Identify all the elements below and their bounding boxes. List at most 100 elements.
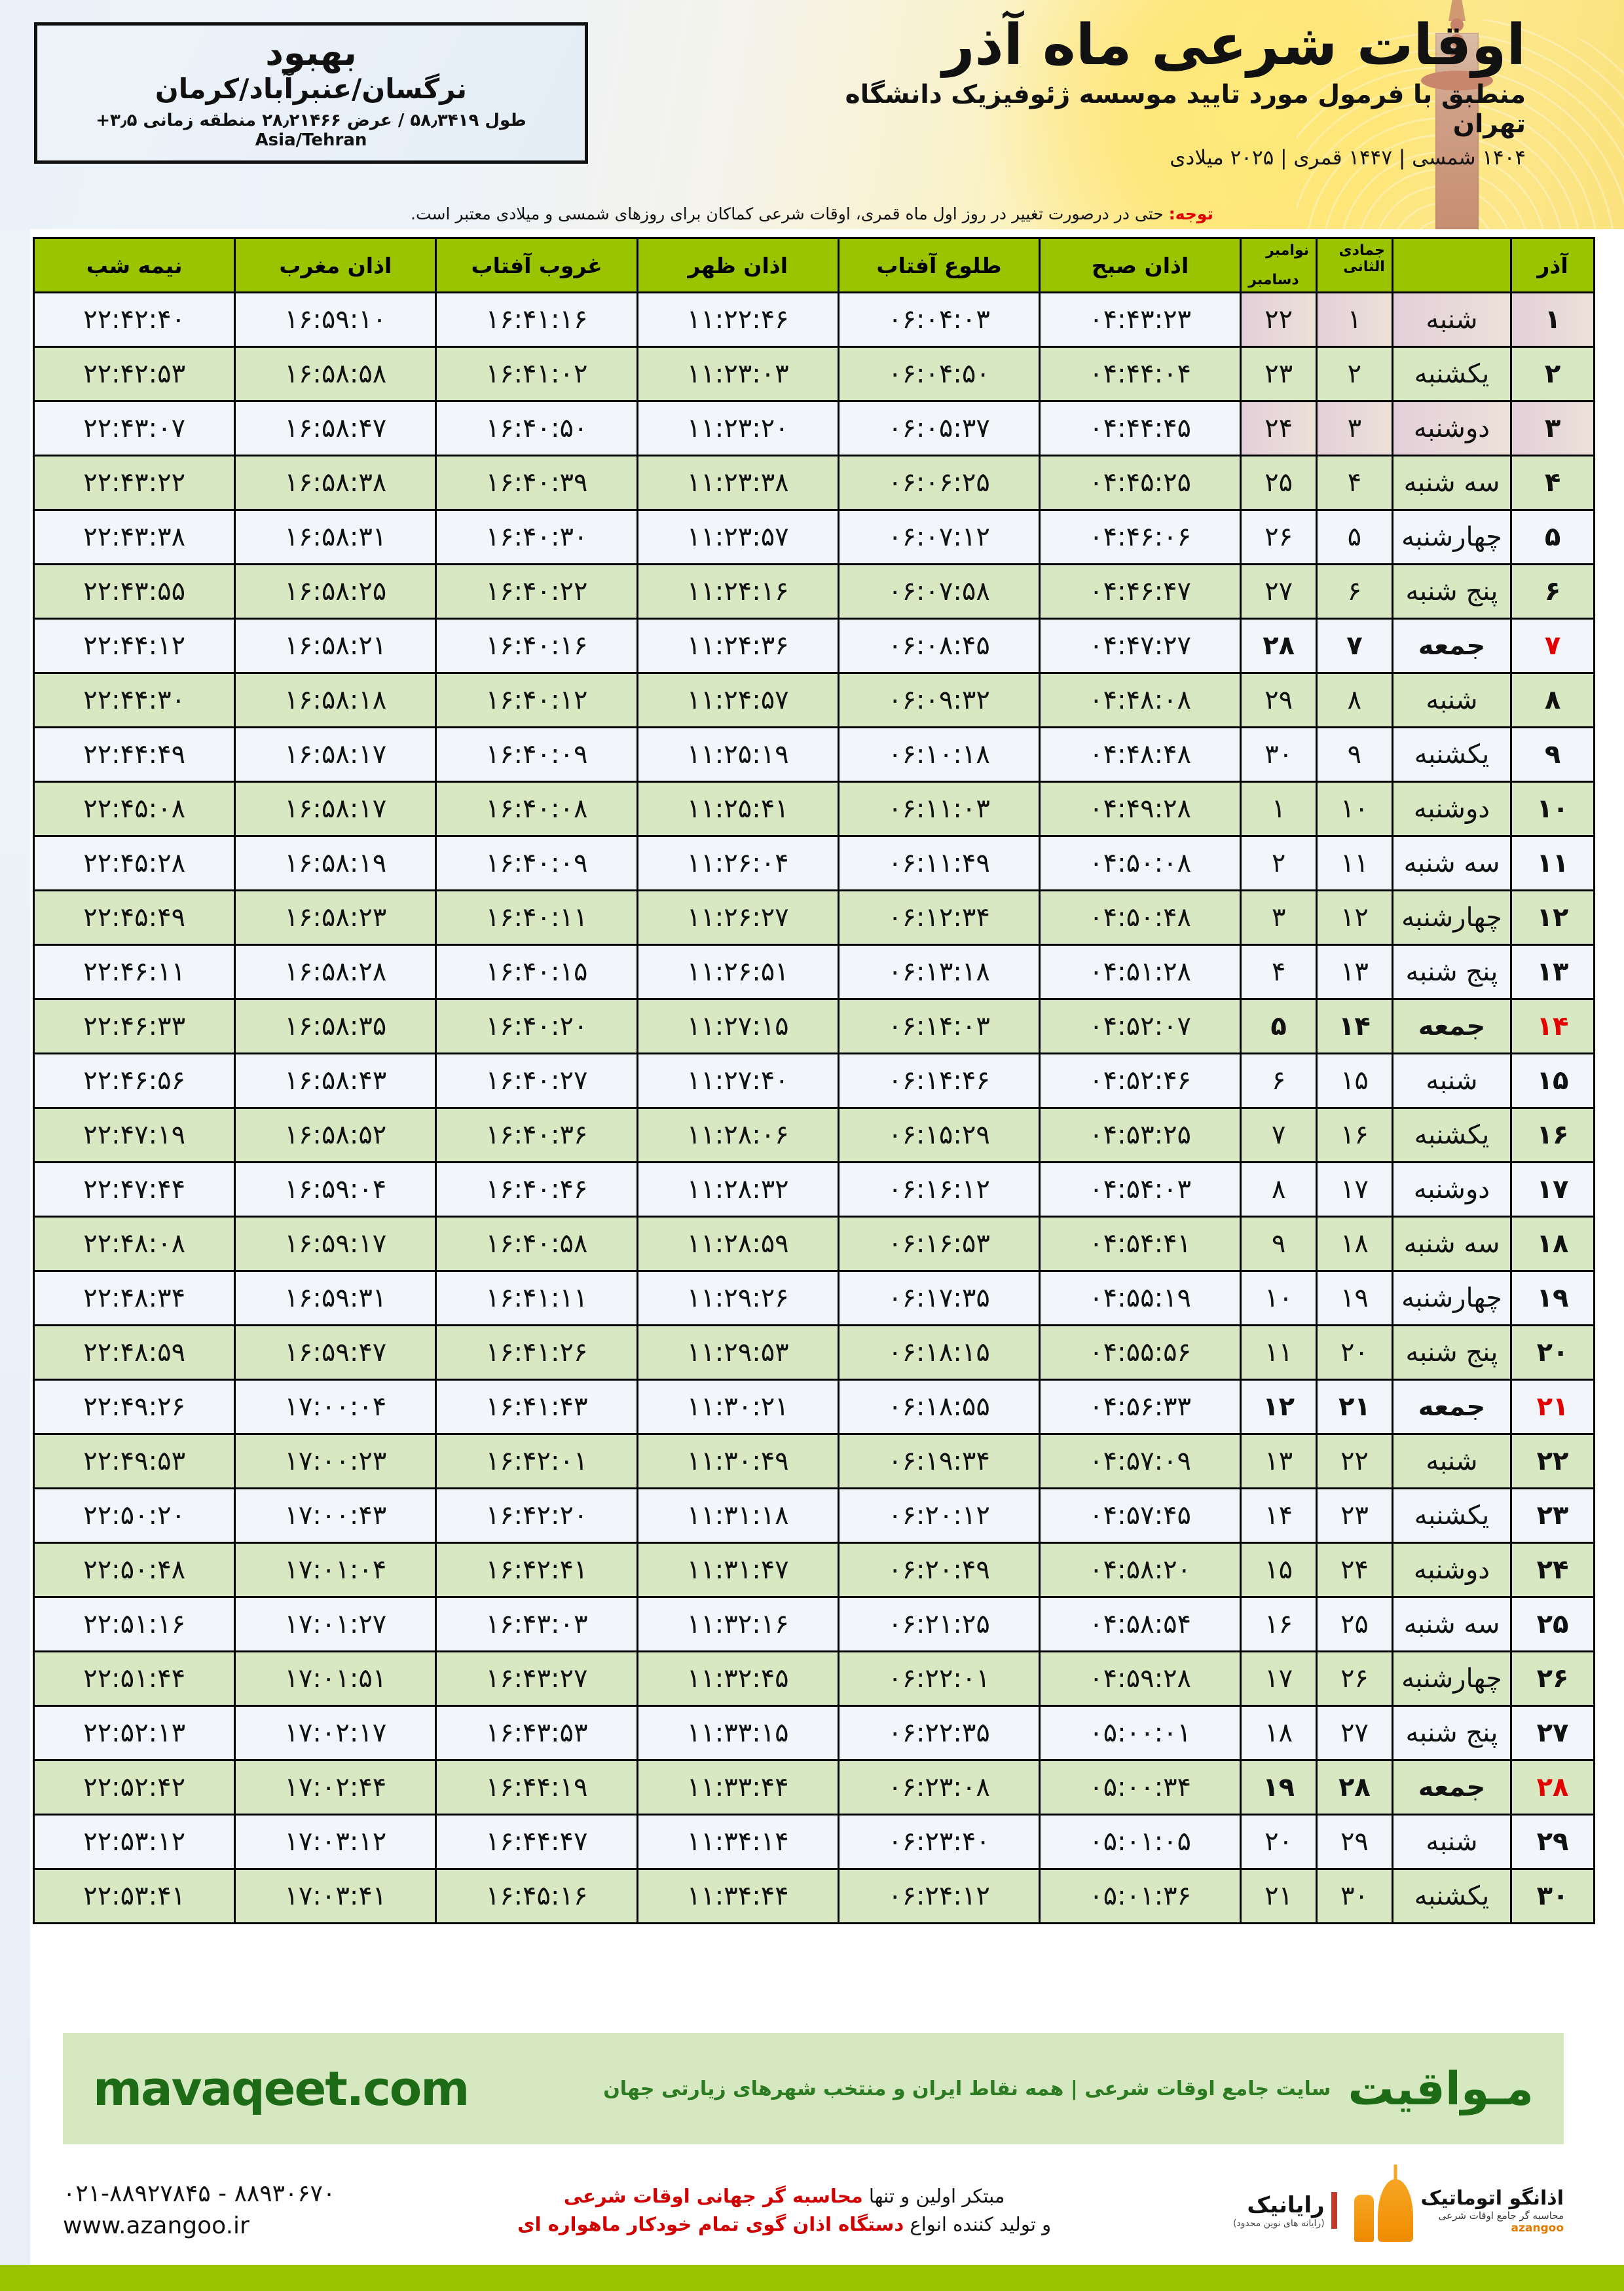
cell-fajr-time: ۰۴:۵۰:۴۸ (1039, 889, 1242, 946)
cell-weekday: دوشنبه (1391, 1161, 1513, 1218)
cell-dhuhr-time: ۱۱:۳۲:۴۵ (636, 1650, 840, 1707)
cell-hijri-date: ۶ (1316, 563, 1393, 620)
cell-weekday: چهارشنبه (1391, 1650, 1513, 1707)
azangoo-logo-label: اذانگو اتوماتیک (1420, 2186, 1564, 2210)
cell-fajr-time: ۰۴:۵۸:۲۰ (1039, 1542, 1242, 1598)
cell-day-number: ۱ (1510, 291, 1595, 348)
cell-sunrise-time: ۰۶:۲۰:۴۹ (837, 1542, 1041, 1598)
cell-gregorian-date: ۸ (1240, 1161, 1318, 1218)
cell-midnight-time: ۲۲:۴۸:۵۹ (32, 1324, 236, 1381)
cell-gregorian-date: ۲۴ (1240, 400, 1318, 456)
footer-brand-url[interactable]: mavaqeet.com (93, 2061, 470, 2116)
cell-maghrib-time: ۱۷:۰۱:۰۴ (234, 1542, 437, 1598)
minaret-bead-icon (1450, 18, 1464, 31)
minaret-balcony-icon (1421, 71, 1493, 90)
cell-sunrise-time: ۰۶:۲۳:۰۸ (837, 1759, 1041, 1816)
cell-sunrise-time: ۰۶:۰۸:۴۵ (837, 618, 1041, 674)
cell-maghrib-time: ۱۶:۵۸:۲۸ (234, 944, 437, 1000)
cell-midnight-time: ۲۲:۵۲:۴۲ (32, 1759, 236, 1816)
table-row: ۲۶ چهارشنبه ۲۶ ۱۷ ۰۴:۵۹:۲۸ ۰۶:۲۲:۰۱ ۱۱:۳۲:۴۵ ۱۶… (32, 1650, 1595, 1707)
decorative-banner (0, 0, 1624, 229)
cell-dhuhr-time: ۱۱:۲۳:۰۳ (636, 346, 840, 402)
cell-day-number: ۳ (1510, 400, 1595, 456)
col-header-maghrib: اذان مغرب (234, 237, 437, 293)
cell-sunset-time: ۱۶:۴۰:۵۰ (435, 400, 638, 456)
cell-midnight-time: ۲۲:۴۴:۴۹ (32, 726, 236, 783)
page-subtitle: منطبق با فرمول مورد تایید موسسه ژئوفیزیک… (845, 80, 1526, 139)
cell-sunset-time: ۱۶:۴۰:۳۶ (435, 1107, 638, 1163)
cell-maghrib-time: ۱۷:۰۰:۲۳ (234, 1433, 437, 1489)
cell-hijri-date: ۱۵ (1316, 1052, 1393, 1109)
cell-midnight-time: ۲۲:۴۵:۰۸ (32, 781, 236, 837)
table-row: ۲۲ شنبه ۲۲ ۱۳ ۰۴:۵۷:۰۹ ۰۶:۱۹:۳۴ ۱۱:۳۰:۴۹ ۱۶:۴۲:… (32, 1433, 1595, 1489)
cell-midnight-time: ۲۲:۴۹:۲۶ (32, 1379, 236, 1435)
footer-brand-bar: مـواقیت سایت جامع اوقات شرعی | همه نقاط … (63, 2033, 1564, 2144)
minaret-illustration (1421, 0, 1493, 229)
cell-day-number: ۲۸ (1510, 1759, 1595, 1816)
cell-maghrib-time: ۱۶:۵۹:۳۱ (234, 1270, 437, 1326)
table-body: ۱ شنبه ۱ ۲۲ ۰۴:۴۳:۲۳ ۰۶:۰۴:۰۳ ۱۱:۲۲:۴۶ ۱۶:۴۱:۱۶… (32, 291, 1595, 1924)
cell-dhuhr-time: ۱۱:۳۱:۱۸ (636, 1487, 840, 1544)
cell-dhuhr-time: ۱۱:۲۶:۵۱ (636, 944, 840, 1000)
cell-sunrise-time: ۰۶:۱۴:۰۳ (837, 998, 1041, 1054)
cell-hijri-date: ۱۲ (1316, 889, 1393, 946)
footer-brand-tagline: سایت جامع اوقات شرعی | همه نقاط ایران و … (603, 2077, 1331, 2100)
cell-sunset-time: ۱۶:۴۰:۲۷ (435, 1052, 638, 1109)
cell-dhuhr-time: ۱۱:۳۱:۴۷ (636, 1542, 840, 1598)
cell-midnight-time: ۲۲:۴۷:۴۴ (32, 1161, 236, 1218)
table-row: ۲۰ پنج شنبه ۲۰ ۱۱ ۰۴:۵۵:۵۶ ۰۶:۱۸:۱۵ ۱۱:۲۹:۵۳ ۱۶… (32, 1324, 1595, 1381)
table-row: ۱۰ دوشنبه ۱۰ ۱ ۰۴:۴۹:۲۸ ۰۶:۱۱:۰۳ ۱۱:۲۵:۴۱ ۱۶:۴۰… (32, 781, 1595, 837)
cell-day-number: ۹ (1510, 726, 1595, 783)
cell-weekday: پنج شنبه (1391, 563, 1513, 620)
cell-fajr-time: ۰۵:۰۰:۳۴ (1039, 1759, 1242, 1816)
cell-dhuhr-time: ۱۱:۲۳:۳۸ (636, 455, 840, 511)
location-box: بهبود نرگسان/عنبرآباد/کرمان طول ۵۸٫۳۴۱۹ … (34, 22, 588, 164)
cell-dhuhr-time: ۱۱:۲۴:۱۶ (636, 563, 840, 620)
cell-dhuhr-time: ۱۱:۲۵:۱۹ (636, 726, 840, 783)
cell-fajr-time: ۰۴:۴۴:۰۴ (1039, 346, 1242, 402)
cell-weekday: پنج شنبه (1391, 944, 1513, 1000)
cell-dhuhr-time: ۱۱:۳۴:۱۴ (636, 1814, 840, 1870)
cell-gregorian-date: ۱۱ (1240, 1324, 1318, 1381)
cell-hijri-date: ۹ (1316, 726, 1393, 783)
cell-maghrib-time: ۱۶:۵۹:۱۷ (234, 1216, 437, 1272)
cell-weekday: یکشنبه (1391, 1487, 1513, 1544)
cell-fajr-time: ۰۴:۴۳:۲۳ (1039, 291, 1242, 348)
cell-gregorian-date: ۳ (1240, 889, 1318, 946)
cell-maghrib-time: ۱۷:۰۳:۱۲ (234, 1814, 437, 1870)
cell-day-number: ۲۷ (1510, 1705, 1595, 1761)
azangoo-logo: اذانگو اتوماتیک محاسبه گر جامع اوقات شرع… (1354, 2179, 1564, 2242)
contact-phone: ۰۲۱-۸۸۹۲۷۸۴۵ - ۸۸۹۳۰۶۷۰ (63, 2180, 336, 2208)
cell-sunrise-time: ۰۶:۲۲:۰۱ (837, 1650, 1041, 1707)
cell-hijri-date: ۱ (1316, 291, 1393, 348)
cell-sunrise-time: ۰۶:۱۳:۱۸ (837, 944, 1041, 1000)
cell-maghrib-time: ۱۷:۰۰:۴۳ (234, 1487, 437, 1544)
slogan-line2-highlight: دستگاه اذان گوی تمام خودکار ماهواره ای (517, 2213, 904, 2235)
cell-sunrise-time: ۰۶:۰۴:۵۰ (837, 346, 1041, 402)
cell-sunset-time: ۱۶:۴۰:۵۸ (435, 1216, 638, 1272)
cell-maghrib-time: ۱۷:۰۳:۴۱ (234, 1868, 437, 1924)
cell-sunset-time: ۱۶:۴۰:۰۹ (435, 726, 638, 783)
mosque-dome-icon (1377, 2179, 1413, 2242)
cell-hijri-date: ۸ (1316, 672, 1393, 728)
table-row: ۳۰ یکشنبه ۳۰ ۲۱ ۰۵:۰۱:۳۶ ۰۶:۲۴:۱۲ ۱۱:۳۴:۴۴ ۱۶:۴… (32, 1868, 1595, 1924)
cell-day-number: ۲۲ (1510, 1433, 1595, 1489)
cell-hijri-date: ۱۳ (1316, 944, 1393, 1000)
cell-hijri-date: ۳ (1316, 400, 1393, 456)
cell-maghrib-time: ۱۶:۵۸:۳۱ (234, 509, 437, 565)
cell-midnight-time: ۲۲:۴۲:۴۰ (32, 291, 236, 348)
cell-maghrib-time: ۱۶:۵۸:۱۹ (234, 835, 437, 891)
cell-sunset-time: ۱۶:۴۵:۱۶ (435, 1868, 638, 1924)
table-row: ۱۶ یکشنبه ۱۶ ۷ ۰۴:۵۳:۲۵ ۰۶:۱۵:۲۹ ۱۱:۲۸:۰۶ ۱۶:۴۰… (32, 1107, 1595, 1163)
cell-hijri-date: ۱۶ (1316, 1107, 1393, 1163)
cell-gregorian-date: ۶ (1240, 1052, 1318, 1109)
cell-fajr-time: ۰۴:۴۷:۲۷ (1039, 618, 1242, 674)
cell-sunset-time: ۱۶:۴۲:۰۱ (435, 1433, 638, 1489)
col-header-hijri-top: جمادی الثانی (1338, 242, 1385, 275)
location-name: بهبود (265, 32, 357, 73)
contact-website[interactable]: www.azangoo.ir (63, 2212, 249, 2239)
cell-weekday: شنبه (1391, 672, 1513, 728)
cell-gregorian-date: ۳۰ (1240, 726, 1318, 783)
cell-hijri-date: ۵ (1316, 509, 1393, 565)
prayer-times-table-wrapper: آذر جمادی الثانی نوامبر دسامبر اذان صبح … (32, 237, 1595, 1924)
